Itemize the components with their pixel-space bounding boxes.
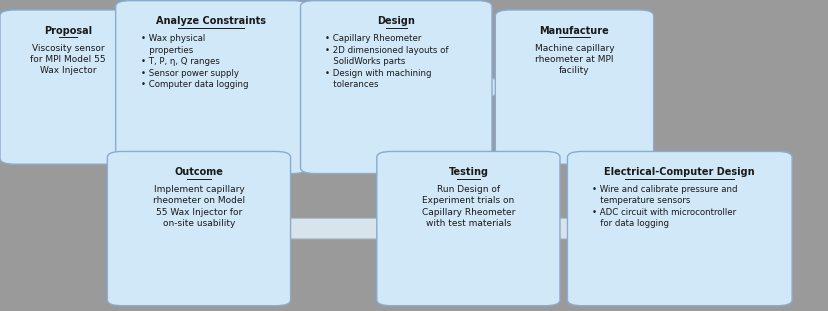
Polygon shape: [276, 210, 422, 247]
Text: Electrical-Computer Design: Electrical-Computer Design: [604, 167, 754, 177]
Polygon shape: [545, 210, 615, 247]
FancyBboxPatch shape: [376, 151, 559, 306]
FancyBboxPatch shape: [108, 151, 291, 306]
Text: • Wax physical
   properties
• T, P, η, Q ranges
• Sensor power supply
• Compute: • Wax physical properties • T, P, η, Q r…: [141, 34, 248, 89]
Text: Analyze Constraints: Analyze Constraints: [156, 16, 266, 26]
FancyBboxPatch shape: [300, 1, 491, 174]
Polygon shape: [474, 68, 508, 106]
FancyBboxPatch shape: [116, 1, 307, 174]
FancyBboxPatch shape: [0, 10, 136, 164]
Text: • Wire and calibrate pressure and
   temperature sensors
• ADC circuit with micr: • Wire and calibrate pressure and temper…: [591, 185, 737, 228]
Text: Outcome: Outcome: [175, 167, 223, 177]
FancyBboxPatch shape: [494, 10, 652, 164]
Text: Viscosity sensor
for MPI Model 55
Wax Injector: Viscosity sensor for MPI Model 55 Wax In…: [30, 44, 106, 76]
Text: • Capillary Rheometer
• 2D dimensioned layouts of
   SolidWorks parts
• Design w: • Capillary Rheometer • 2D dimensioned l…: [325, 34, 448, 89]
Text: Proposal: Proposal: [44, 26, 92, 35]
Polygon shape: [95, 68, 128, 106]
FancyBboxPatch shape: [566, 151, 791, 306]
Text: Testing: Testing: [448, 167, 488, 177]
Polygon shape: [549, 143, 599, 159]
Text: Design: Design: [377, 16, 415, 26]
Text: Manufacture: Manufacture: [539, 26, 609, 35]
Text: Run Design of
Experiment trials on
Capillary Rheometer
with test materials: Run Design of Experiment trials on Capil…: [421, 185, 514, 228]
Polygon shape: [280, 68, 313, 106]
Text: Implement capillary
rheometer on Model
55 Wax Injector for
on-site usability: Implement capillary rheometer on Model 5…: [152, 185, 245, 228]
Text: Machine capillary
rheometer at MPI
facility: Machine capillary rheometer at MPI facil…: [534, 44, 614, 76]
